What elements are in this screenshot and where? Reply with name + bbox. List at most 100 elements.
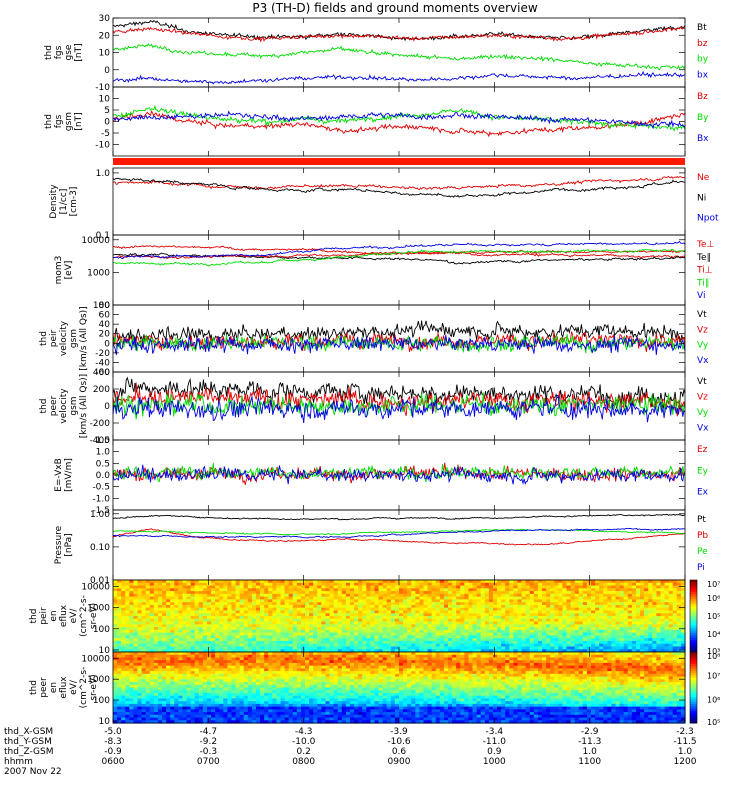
heatmap-cell <box>317 621 322 625</box>
heatmap-cell <box>162 649 167 653</box>
heatmap-cell <box>194 596 200 600</box>
heatmap-cell <box>423 627 429 631</box>
heatmap-cell <box>362 640 367 645</box>
heatmap-cell <box>137 717 143 721</box>
heatmap-cell <box>219 671 224 675</box>
heatmap-cell <box>509 643 514 648</box>
heatmap-cell <box>129 682 135 686</box>
heatmap-cell <box>611 588 617 592</box>
heatmap-cell <box>153 607 159 612</box>
heatmap-cell <box>256 703 261 708</box>
heatmap-cell <box>133 703 139 708</box>
heatmap-cell <box>133 682 139 686</box>
colorbar-swatch <box>690 647 697 651</box>
heatmap-cell <box>582 593 588 598</box>
heatmap-cell <box>603 593 608 598</box>
heatmap-cell <box>260 596 265 600</box>
heatmap-cell <box>288 632 294 636</box>
heatmap-cell <box>533 599 539 603</box>
heatmap-cell <box>680 649 686 653</box>
heatmap-cell <box>121 640 126 645</box>
heatmap-cell <box>153 679 159 683</box>
heatmap-cell <box>378 643 384 648</box>
heatmap-cell <box>349 629 355 634</box>
heatmap-cell <box>190 652 196 656</box>
heatmap-cell <box>374 602 380 606</box>
heatmap-cell <box>170 604 175 609</box>
heatmap-cell <box>157 582 163 587</box>
heatmap-cell <box>153 646 159 650</box>
heatmap-cell <box>153 660 159 664</box>
heatmap-cell <box>325 613 331 617</box>
heatmap-cell <box>292 596 298 600</box>
heatmap-cell <box>198 627 204 631</box>
heatmap-cell <box>145 582 151 587</box>
heatmap-cell <box>415 616 421 620</box>
heatmap-cell <box>452 580 457 584</box>
heatmap-cell <box>488 629 494 634</box>
heatmap-cell <box>251 695 257 700</box>
heatmap-cell <box>456 640 461 645</box>
heatmap-cell <box>558 649 564 653</box>
heatmap-cell <box>329 643 335 648</box>
heatmap-cell <box>202 588 208 592</box>
heatmap-cell <box>235 687 241 691</box>
heatmap-cell <box>362 580 367 584</box>
heatmap-cell <box>153 632 159 636</box>
heatmap-cell <box>321 621 327 625</box>
heatmap-cell <box>341 629 347 634</box>
heatmap-cell <box>145 703 151 708</box>
heatmap-cell <box>260 629 265 634</box>
heatmap-cell <box>215 695 220 700</box>
y-tick-label: 1.0 <box>96 448 111 458</box>
heatmap-cell <box>219 692 224 697</box>
heatmap-cell <box>640 629 645 634</box>
heatmap-cell <box>423 593 429 598</box>
heatmap-cell <box>194 698 200 702</box>
heatmap-cell <box>211 712 216 716</box>
heatmap-cell <box>644 616 649 620</box>
heatmap-cell <box>382 638 388 642</box>
heatmap-cell <box>423 610 429 614</box>
heatmap-cell <box>574 588 580 592</box>
heatmap-cell <box>206 599 212 603</box>
heatmap-cell <box>251 627 257 631</box>
heatmap-cell <box>317 627 322 631</box>
heatmap-cell <box>276 649 282 653</box>
heatmap-cell <box>546 649 551 653</box>
legend-label-Vx: Vx <box>697 424 709 434</box>
heatmap-cell <box>582 649 588 653</box>
heatmap-cell <box>542 610 547 614</box>
heatmap-cell <box>558 624 564 628</box>
heatmap-cell <box>141 671 147 675</box>
heatmap-cell <box>125 662 130 667</box>
heatmap-cell <box>251 665 257 669</box>
heatmap-cell <box>117 690 122 694</box>
heatmap-cell <box>480 604 486 609</box>
heatmap-cell <box>607 613 613 617</box>
heatmap-cell <box>586 604 592 609</box>
heatmap-cell <box>382 632 388 636</box>
heatmap-cell <box>443 618 449 623</box>
heatmap-cell <box>537 629 543 634</box>
heatmap-cell <box>272 607 278 612</box>
heatmap-cell <box>374 582 380 587</box>
heatmap-cell <box>374 649 380 653</box>
heatmap-cell <box>223 684 228 689</box>
heatmap-cell <box>648 580 653 584</box>
heatmap-cell <box>648 604 653 609</box>
heatmap-cell <box>292 604 298 609</box>
heatmap-cell <box>251 596 257 600</box>
heatmap-cell <box>251 618 257 623</box>
panel-density-ylabel-line: [cm-3] <box>69 187 79 217</box>
heatmap-cell <box>117 676 122 680</box>
heatmap-cell <box>358 638 363 642</box>
heatmap-cell <box>305 613 310 617</box>
heatmap-cell <box>170 676 175 680</box>
heatmap-cell <box>276 632 282 636</box>
heatmap-cell <box>631 635 637 639</box>
heatmap-cell <box>153 665 159 669</box>
heatmap-cell <box>125 593 130 598</box>
heatmap-cell <box>644 580 649 584</box>
heatmap-cell <box>623 610 629 614</box>
